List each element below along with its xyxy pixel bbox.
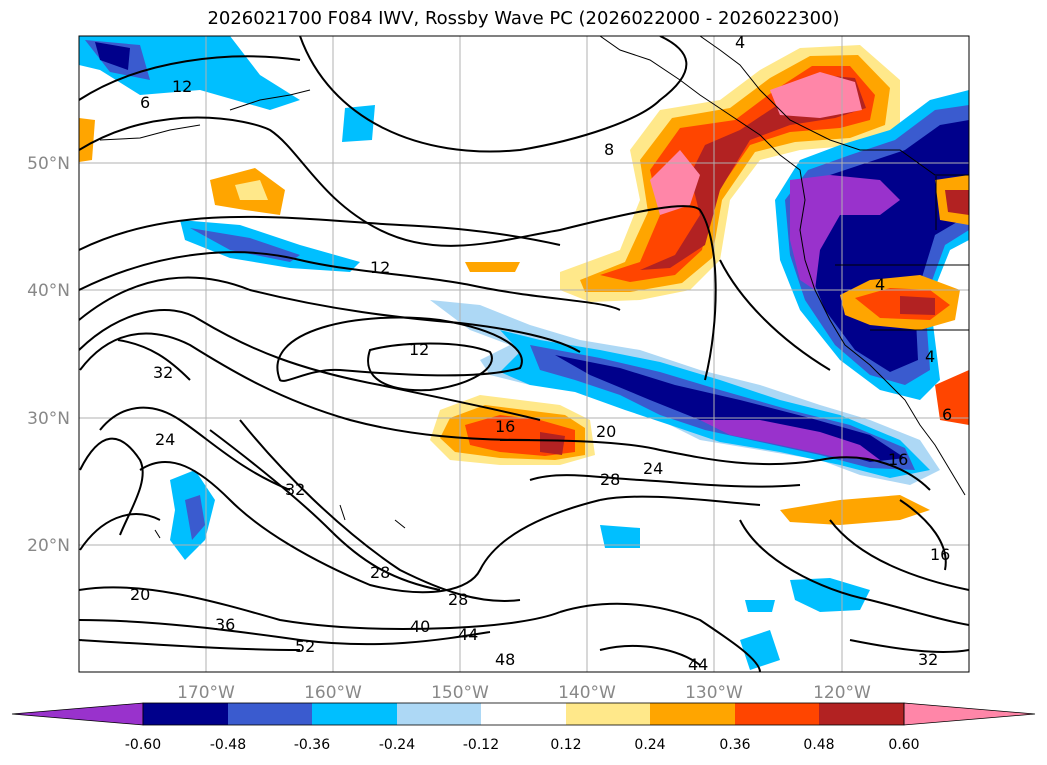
lon-label-160w: 160°W — [304, 683, 362, 703]
contour-label: 36 — [215, 615, 235, 634]
colorbar-segment — [819, 703, 904, 725]
colorbar-segment — [397, 703, 481, 725]
contour-label: 24 — [643, 459, 663, 478]
contour-label: 28 — [370, 563, 390, 582]
colorbar-segment — [735, 703, 819, 725]
colorbar-segment — [481, 703, 566, 725]
contour-label: 4 — [735, 33, 745, 52]
colorbar-extend-high — [903, 702, 1036, 726]
colorbar-tick: -0.60 — [125, 737, 161, 753]
contour-label: 6 — [942, 405, 952, 424]
lon-label-170w: 170°W — [177, 683, 235, 703]
contour-label: 4 — [925, 347, 935, 366]
contour-label: 20 — [130, 585, 150, 604]
colorbar-tick: -0.36 — [294, 737, 330, 753]
contour-label: 8 — [604, 140, 614, 159]
coastlines — [99, 36, 969, 539]
colorbar-segment — [143, 703, 228, 725]
longitude-labels: 170°W 160°W 150°W 140°W 130°W 120°W — [177, 683, 871, 703]
colorbar-segment — [312, 703, 397, 725]
contour-label: 32 — [285, 480, 305, 499]
contour-label: 44 — [458, 625, 478, 644]
lon-label-150w: 150°W — [431, 683, 489, 703]
contour-label: 32 — [153, 363, 173, 382]
contour-label: 12 — [172, 77, 192, 96]
contour-label: 16 — [930, 545, 950, 564]
contour-label: 32 — [918, 650, 938, 669]
map-title: 2026021700 F084 IWV, Rossby Wave PC (202… — [207, 8, 840, 29]
lat-label-40n: 40°N — [27, 281, 70, 301]
contour-label: 44 — [688, 655, 708, 674]
lon-label-120w: 120°W — [813, 683, 871, 703]
colorbar-tick: 0.60 — [888, 737, 919, 753]
lat-label-50n: 50°N — [27, 154, 70, 174]
contour-label: 48 — [495, 650, 515, 669]
colorbar-segment — [566, 703, 650, 725]
lat-label-30n: 30°N — [27, 409, 70, 429]
contour-label: 6 — [140, 93, 150, 112]
colorbar-tick: 0.12 — [550, 737, 581, 753]
colorbar-segment — [228, 703, 312, 725]
contour-label: 52 — [295, 637, 315, 656]
latitude-labels: 50°N 40°N 30°N 20°N — [27, 154, 70, 556]
contour-label: 16 — [888, 450, 908, 469]
colorbar-extend-low — [11, 702, 144, 726]
contour-label: 40 — [410, 617, 430, 636]
colorbar-tick: -0.24 — [379, 737, 415, 753]
contour-label: 28 — [600, 470, 620, 489]
contour-label: 28 — [448, 590, 468, 609]
colorbar-tick: -0.48 — [210, 737, 246, 753]
graticule — [79, 36, 969, 672]
contour-label: 16 — [495, 417, 515, 436]
colorbar-segment — [650, 703, 735, 725]
lon-label-130w: 130°W — [685, 683, 743, 703]
contour-labels: 4 4 4 6 8 12 12 12 16 16 16 20 20 24 24 … — [130, 33, 952, 674]
iwv-contours — [79, 36, 969, 672]
colorbar-tick: 0.48 — [803, 737, 834, 753]
lat-label-20n: 20°N — [27, 536, 70, 556]
colorbar-tick: 0.36 — [719, 737, 750, 753]
contour-label: 4 — [875, 275, 885, 294]
colorbar-tick: 0.24 — [634, 737, 665, 753]
contour-label: 12 — [409, 340, 429, 359]
lon-label-140w: 140°W — [558, 683, 616, 703]
colorbar-tick: -0.12 — [463, 737, 499, 753]
contour-label: 20 — [596, 422, 616, 441]
colorbar: -0.60 -0.48 -0.36 -0.24 -0.12 0.12 0.24 … — [11, 702, 1036, 753]
contour-label: 24 — [155, 430, 175, 449]
contour-label: 12 — [370, 258, 390, 277]
